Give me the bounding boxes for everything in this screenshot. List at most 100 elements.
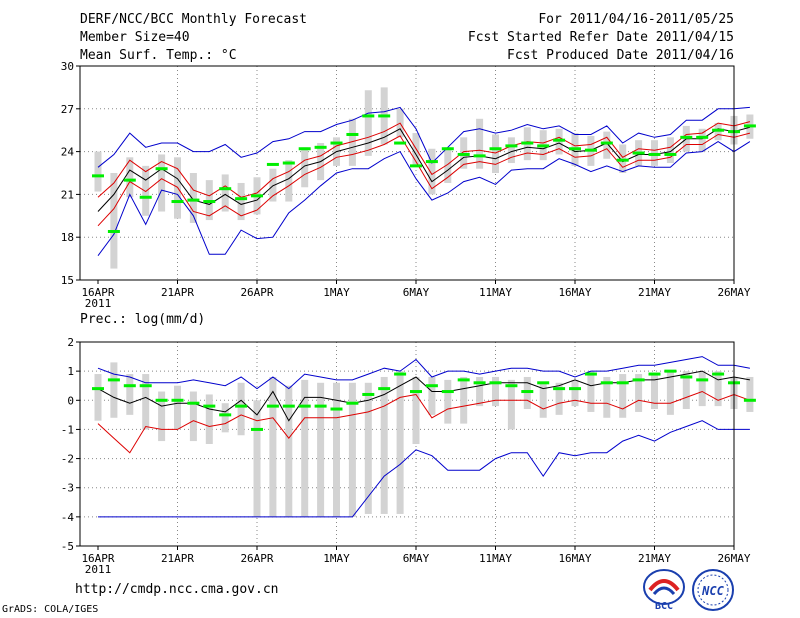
median-mark xyxy=(314,404,327,408)
y-tick-label: 18 xyxy=(61,231,74,244)
spread-box xyxy=(364,382,372,514)
spread-box xyxy=(555,382,563,415)
median-mark xyxy=(187,401,200,405)
spread-box xyxy=(746,376,754,412)
spread-box xyxy=(269,376,277,517)
median-mark xyxy=(266,404,279,408)
y-tick-label: 0 xyxy=(67,394,74,407)
spread-box xyxy=(364,90,372,156)
y-tick-label: -5 xyxy=(61,540,74,553)
plot-frame xyxy=(79,341,735,547)
median-mark xyxy=(584,148,597,152)
median-mark xyxy=(553,387,566,391)
y-tick-label: -2 xyxy=(61,453,74,466)
spread-box xyxy=(635,374,643,412)
median-mark xyxy=(251,194,263,198)
median-mark xyxy=(521,141,534,145)
median-mark xyxy=(155,398,168,402)
spread-box xyxy=(174,385,181,430)
median-mark xyxy=(123,384,136,388)
std-line xyxy=(97,132,751,227)
median-mark xyxy=(282,404,295,408)
y-tick-label: -1 xyxy=(61,423,74,436)
x-tick-label: 26MAY xyxy=(717,286,750,299)
spread-box xyxy=(94,151,102,192)
member-size: Member Size=40 xyxy=(80,30,190,45)
spread-box xyxy=(237,382,245,436)
spread-box xyxy=(507,137,515,164)
median-mark xyxy=(123,178,136,182)
median-mark xyxy=(648,372,661,376)
median-mark xyxy=(441,147,454,151)
spread-box xyxy=(444,379,452,424)
refer-date: Fcst Started Refer Date 2011/04/15 xyxy=(467,30,734,45)
std-line xyxy=(97,390,751,454)
spread-box xyxy=(492,376,499,407)
median-mark xyxy=(235,404,248,408)
produced-date: Fcst Produced Date 2011/04/16 xyxy=(507,48,734,63)
ncc-logo-text: NCC xyxy=(701,584,724,598)
source-url[interactable]: http://cmdp.ncc.cma.gov.cn xyxy=(75,582,279,597)
spread-box xyxy=(221,403,229,433)
spread-box xyxy=(507,379,515,430)
median-mark xyxy=(219,187,232,191)
spread-box xyxy=(348,118,356,166)
spread-box xyxy=(428,376,436,415)
x-tick-label: 1MAY xyxy=(323,286,350,299)
spread-box xyxy=(285,160,293,202)
std-line xyxy=(97,121,751,198)
median-mark xyxy=(235,197,248,201)
median-mark xyxy=(203,200,216,204)
median-mark xyxy=(410,164,422,168)
y-tick-label: 27 xyxy=(61,103,74,116)
median-mark xyxy=(616,158,629,162)
median-mark xyxy=(537,381,550,385)
x-tick-label: 16APR xyxy=(81,286,114,299)
year-label: 2011 xyxy=(85,297,112,310)
median-mark xyxy=(457,378,470,382)
y-tick-label: 15 xyxy=(61,274,74,287)
spread-box xyxy=(158,391,166,442)
range-line xyxy=(97,356,750,390)
spread-box xyxy=(603,376,611,418)
median-mark xyxy=(298,404,311,408)
median-mark xyxy=(600,141,613,145)
chart-title: DERF/NCC/BCC Monthly Forecast xyxy=(80,12,307,27)
spread-box xyxy=(253,400,261,517)
spread-box xyxy=(142,165,150,216)
median-mark xyxy=(298,147,311,151)
spread-box xyxy=(476,376,484,407)
median-mark xyxy=(600,381,613,385)
spread-box xyxy=(142,374,150,430)
spread-box xyxy=(698,371,706,407)
x-tick-label: 16MAY xyxy=(558,286,591,299)
median-mark xyxy=(425,160,438,164)
median-mark xyxy=(632,151,645,155)
plot-frame xyxy=(79,65,735,281)
median-mark xyxy=(378,387,391,391)
variable-label: Mean Surf. Temp.: °C xyxy=(80,48,237,63)
median-mark xyxy=(632,378,645,382)
median-mark xyxy=(473,154,486,158)
median-mark xyxy=(521,390,534,394)
median-mark xyxy=(537,144,550,148)
median-mark xyxy=(251,427,263,431)
spread-box xyxy=(126,157,134,198)
median-mark xyxy=(648,152,661,156)
spread-box xyxy=(571,379,579,407)
spread-box xyxy=(333,382,340,517)
median-mark xyxy=(505,384,518,388)
median-mark xyxy=(155,167,168,171)
median-mark xyxy=(394,372,407,376)
spread-box xyxy=(603,131,611,159)
spread-box xyxy=(651,374,658,410)
median-mark xyxy=(410,390,422,394)
median-mark xyxy=(330,141,343,145)
panel-0: 15 18 21 24 27 30 16APR 21APR 26APR 1MAY 6MAY 11MAY… xyxy=(61,60,756,310)
median-mark xyxy=(473,381,486,385)
spread-box xyxy=(460,376,468,424)
x-tick-label: 21MAY xyxy=(638,552,671,565)
precip-panel-title: Prec.: log(mm/d) xyxy=(80,312,205,327)
forecast-period: For 2011/04/16-2011/05/25 xyxy=(538,12,734,27)
